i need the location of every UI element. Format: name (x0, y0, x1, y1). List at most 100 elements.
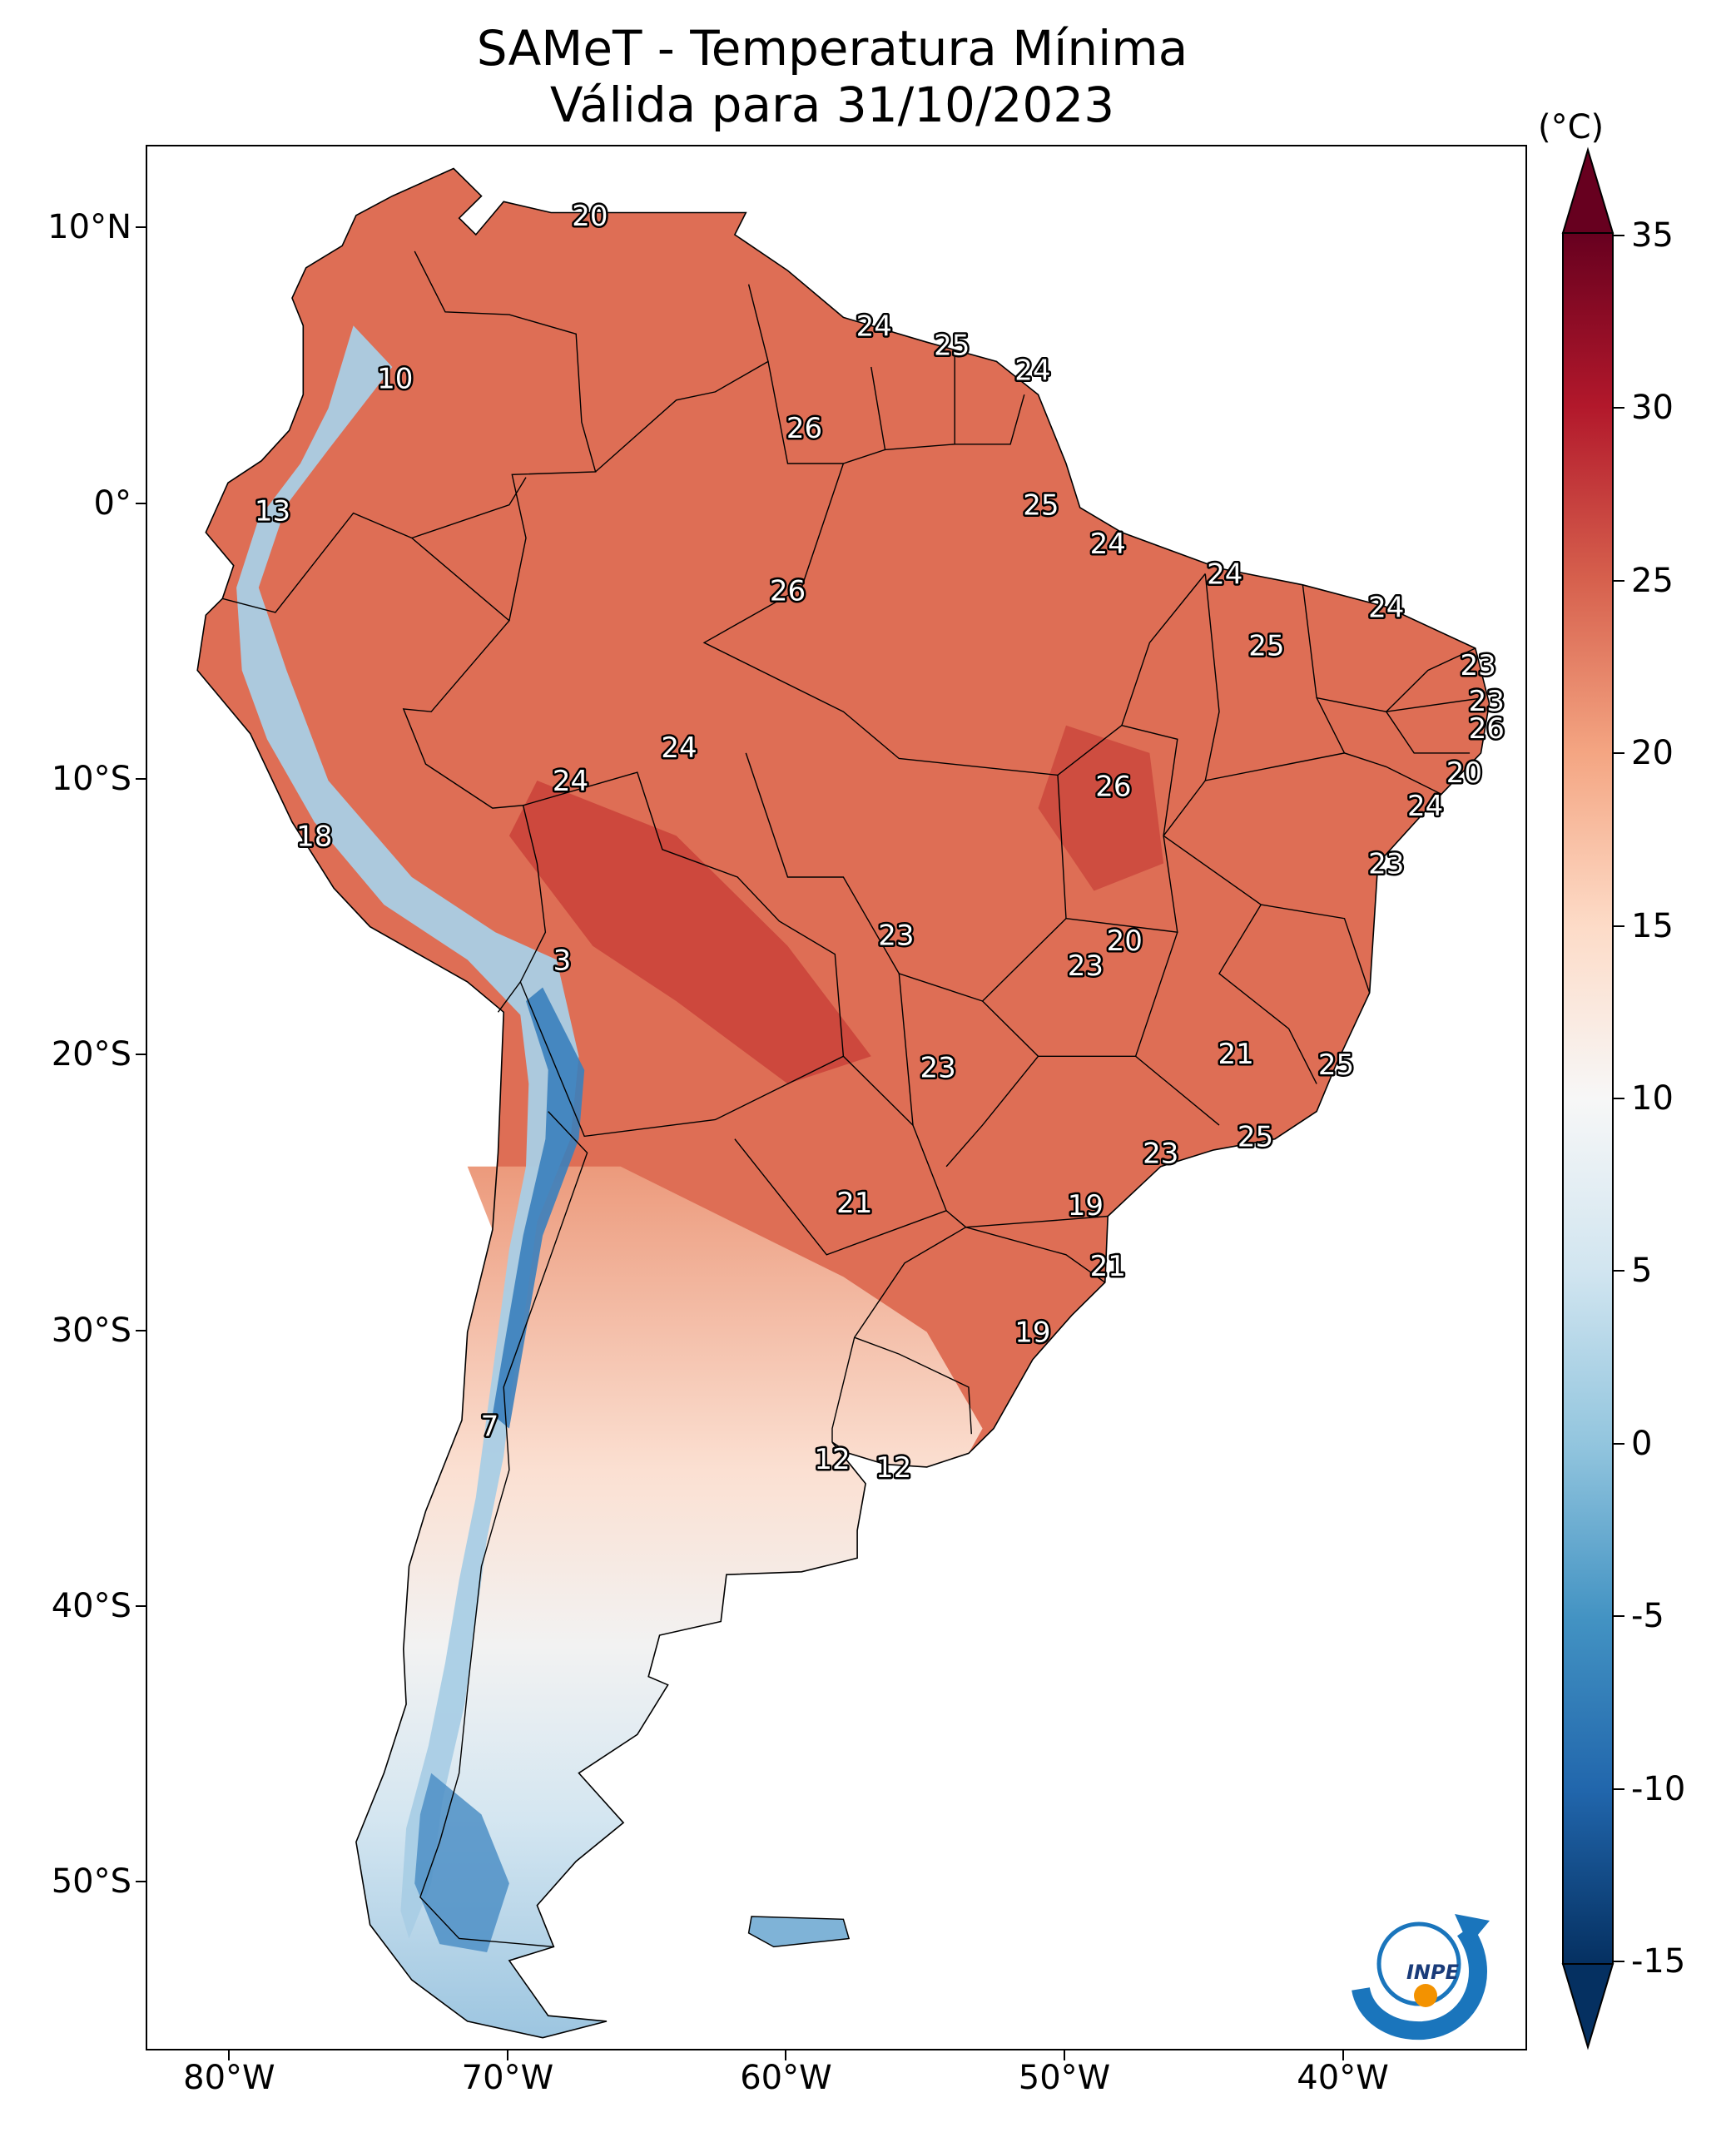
map-frame: 20 10 24 25 24 26 13 25 24 24 26 24 25 23 23 26 24 24 20 26… (146, 145, 1527, 2050)
border-line-21 (1163, 835, 1371, 994)
city-value-label: 7 (481, 1410, 499, 1443)
city-value-label: 24 (856, 310, 892, 343)
colorbar-tick (1613, 235, 1624, 236)
title-line-1: SAMeT - Temperatura Mínima (476, 20, 1188, 77)
border-line-27 (1386, 711, 1471, 754)
patagonia-cold-region (414, 1773, 509, 1952)
city-value-label: 23 (920, 1052, 955, 1085)
longitude-label: 80°W (183, 2059, 275, 2097)
city-value-label: 24 (1407, 790, 1443, 823)
border-line-9 (854, 1336, 972, 1435)
latitude-tick (136, 778, 146, 780)
city-value-label: 25 (1023, 489, 1059, 523)
longitude-tick (506, 2050, 508, 2060)
latitude-tick (136, 226, 146, 229)
colorbar-tick-label: 25 (1631, 561, 1674, 600)
city-value-label: 26 (786, 412, 822, 445)
city-value-label: 13 (255, 494, 290, 528)
city-value-label: 19 (1014, 1316, 1050, 1350)
latitude-label: 50°S (51, 1862, 131, 1902)
city-value-label: 24 (661, 731, 697, 765)
city-value-label: 24 (1090, 528, 1126, 561)
border-line-1 (595, 284, 769, 473)
coastline (196, 167, 1490, 2039)
city-value-label: 25 (934, 330, 970, 363)
city-value-label: 23 (1068, 950, 1104, 983)
colorbar-unit: (°C) (1538, 108, 1605, 146)
title-line-2: Válida para 31/10/2023 (549, 77, 1115, 133)
page-title: SAMeT - Temperatura Mínima Válida para 3… (0, 20, 1664, 133)
colorbar-tick-label: 10 (1631, 1079, 1674, 1118)
city-value-label: 12 (814, 1443, 850, 1476)
city-value-label: 18 (296, 820, 332, 853)
latitude-label: 40°S (51, 1586, 131, 1625)
colorbar-tick (1613, 407, 1624, 409)
city-value-label: 20 (1446, 756, 1482, 790)
andes-cold-core (492, 987, 585, 1429)
colorbar-tick-label: 30 (1631, 389, 1674, 428)
city-value-label: 26 (770, 574, 806, 607)
border-line-15 (982, 931, 1178, 1058)
colorbar-tick (1613, 925, 1624, 927)
latitude-label: 30°S (51, 1311, 131, 1350)
longitude-label: 40°W (1297, 2059, 1389, 2097)
longitude-tick (1342, 2050, 1344, 2060)
city-value-label: 23 (878, 920, 914, 953)
border-line-28 (1218, 904, 1317, 1084)
colorbar-tick-label: 20 (1631, 734, 1674, 773)
border-line-19 (965, 1215, 1109, 1228)
city-value-label: 3 (553, 944, 572, 977)
falkland-islands (747, 1916, 851, 1948)
border-line-3 (885, 353, 955, 451)
inpe-logo-icon: INPE (1352, 1914, 1490, 2040)
border-line-11 (411, 477, 527, 539)
longitude-label: 50°W (1018, 2059, 1111, 2097)
city-value-label: 25 (1248, 630, 1284, 663)
colorbar-tick (1613, 1270, 1624, 1272)
city-value-label: 25 (1318, 1049, 1354, 1082)
border-line-17 (945, 1055, 1039, 1168)
longitude-tick (228, 2050, 231, 2060)
longitude-label: 70°W (461, 2059, 554, 2097)
colorbar-tick-label: 0 (1631, 1424, 1653, 1463)
city-value-label: 12 (875, 1451, 911, 1485)
latitude-tick (136, 1881, 146, 1883)
city-value-label: 19 (1068, 1189, 1104, 1222)
border-line-4 (955, 394, 1025, 445)
border-line-23 (1204, 573, 1220, 781)
colorbar-tick-label: -10 (1631, 1769, 1686, 1808)
longitude-tick (785, 2050, 787, 2060)
city-value-label: 20 (572, 200, 608, 233)
city-value-label: 10 (377, 362, 413, 395)
city-value-label: 21 (1090, 1250, 1126, 1283)
colorbar-tick-label: -15 (1631, 1942, 1686, 1981)
colorbar-tick (1613, 1098, 1624, 1099)
city-value-label: 21 (836, 1187, 872, 1220)
warm-core-tocantins (1038, 725, 1164, 891)
colorbar-tick (1613, 1788, 1624, 1790)
latitude-tick (136, 1054, 146, 1056)
latitude-tick (136, 1329, 146, 1331)
warm-core-region (508, 781, 871, 1084)
colorbar-tick-label: 15 (1631, 906, 1674, 945)
colorbar-max-extend (1561, 146, 1614, 234)
latitude-tick (136, 502, 146, 504)
latitude-label: 10°S (51, 760, 131, 798)
city-value-label: 23 (1143, 1137, 1178, 1170)
border-line-20 (965, 1227, 1106, 1283)
colorbar (1561, 146, 1614, 2050)
latitude-tick (136, 1604, 146, 1607)
city-value-label: 23 (1469, 685, 1505, 718)
border-line-12 (702, 463, 1206, 776)
colorbar-min-extend (1561, 1963, 1614, 2050)
latitude-label: 0° (93, 483, 131, 523)
city-value-label: 24 (1368, 591, 1404, 624)
city-value-label: 25 (1238, 1120, 1273, 1153)
colorbar-tick-label: 5 (1631, 1252, 1653, 1291)
city-value-label: 20 (1107, 925, 1143, 958)
city-value-label: 24 (1014, 354, 1050, 387)
border-line-16 (898, 973, 914, 1126)
city-value-label: 23 (1368, 847, 1404, 880)
city-value-label: 24 (1207, 558, 1242, 592)
colorbar-tick (1613, 579, 1624, 582)
